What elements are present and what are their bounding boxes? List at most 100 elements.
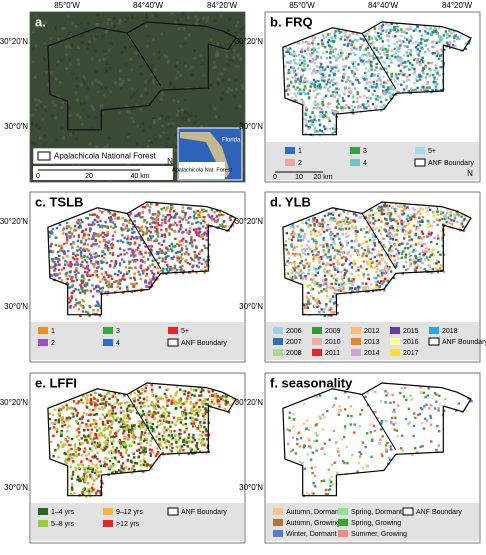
- burn-patch: [379, 275, 381, 277]
- burn-patch: [148, 414, 150, 416]
- burn-patch: [197, 414, 199, 416]
- burn-patch: [103, 240, 105, 242]
- burn-patch: [427, 28, 429, 30]
- burn-patch: [299, 253, 301, 255]
- burn-patch: [80, 240, 82, 242]
- burn-patch: [69, 261, 71, 263]
- burn-patch: [85, 454, 87, 456]
- burn-patch: [71, 438, 73, 440]
- satellite-texture: [160, 98, 163, 101]
- burn-patch: [177, 251, 179, 253]
- burn-patch: [311, 124, 313, 126]
- satellite-texture: [132, 120, 135, 123]
- satellite-texture: [199, 54, 202, 57]
- burn-patch: [140, 228, 142, 230]
- satellite-texture: [80, 103, 83, 106]
- burn-patch: [149, 452, 151, 454]
- burn-patch: [403, 54, 405, 56]
- burn-patch: [190, 402, 192, 404]
- burn-patch: [157, 210, 159, 212]
- legend-swatch: [390, 349, 400, 356]
- satellite-texture: [182, 12, 185, 15]
- satellite-texture: [82, 75, 85, 78]
- burn-patch: [405, 269, 407, 271]
- satellite-texture: [189, 114, 192, 117]
- burn-patch: [332, 263, 334, 265]
- burn-patch: [104, 247, 106, 249]
- burn-patch: [184, 431, 186, 433]
- burn-patch: [118, 403, 120, 405]
- lon-label: 84°20'W: [207, 1, 238, 10]
- burn-patch: [105, 444, 107, 446]
- burn-patch: [370, 209, 372, 211]
- panel-title: a.: [35, 14, 46, 29]
- burn-patch: [354, 66, 356, 68]
- burn-patch: [149, 223, 151, 225]
- burn-patch: [85, 426, 87, 428]
- burn-patch: [169, 426, 171, 428]
- burn-patch: [419, 260, 421, 262]
- burn-patch: [316, 306, 318, 308]
- burn-patch: [306, 80, 308, 82]
- burn-patch: [113, 393, 115, 395]
- burn-patch: [182, 390, 184, 392]
- burn-patch: [126, 273, 128, 275]
- satellite-texture: [206, 19, 209, 22]
- legend-swatch: [312, 327, 322, 334]
- satellite-texture: [162, 131, 165, 134]
- burn-patch: [325, 95, 327, 97]
- burn-patch: [431, 52, 433, 54]
- burn-patch: [97, 266, 99, 268]
- satellite-texture: [130, 68, 133, 71]
- burn-patch: [406, 39, 408, 41]
- burn-patch: [123, 249, 125, 251]
- satellite-texture: [43, 134, 46, 137]
- burn-patch: [95, 243, 97, 245]
- burn-patch: [72, 471, 74, 473]
- burn-patch: [202, 389, 204, 391]
- satellite-texture: [214, 20, 217, 23]
- burn-patch: [86, 256, 88, 258]
- burn-patch: [301, 68, 303, 70]
- burn-patch: [374, 244, 376, 246]
- burn-patch: [335, 65, 337, 67]
- burn-patch: [374, 256, 376, 258]
- lat-label: 30°0'N: [239, 122, 263, 131]
- burn-patch: [73, 306, 75, 308]
- burn-patch: [90, 394, 92, 396]
- burn-patch: [399, 243, 401, 245]
- burn-patch: [438, 219, 440, 221]
- burn-patch: [329, 259, 331, 261]
- burn-patch: [428, 231, 430, 233]
- burn-patch: [407, 260, 409, 262]
- satellite-texture: [32, 61, 35, 64]
- burn-patch: [89, 253, 91, 255]
- burn-patch: [323, 309, 325, 311]
- burn-patch: [136, 450, 138, 452]
- satellite-texture: [139, 108, 142, 111]
- satellite-texture: [209, 84, 212, 87]
- burn-patch: [122, 275, 124, 277]
- burn-patch: [399, 44, 401, 46]
- burn-patch: [287, 93, 289, 95]
- burn-patch: [299, 275, 301, 277]
- burn-patch: [99, 226, 101, 228]
- burn-patch: [378, 262, 380, 264]
- burn-patch: [80, 463, 82, 465]
- burn-patch: [96, 437, 98, 439]
- burn-patch: [192, 403, 194, 405]
- burn-patch: [124, 446, 126, 448]
- burn-patch: [196, 234, 198, 236]
- satellite-texture: [122, 80, 125, 83]
- burn-patch: [387, 79, 389, 81]
- burn-patch: [325, 290, 327, 292]
- burn-patch: [187, 412, 189, 414]
- burn-patch: [95, 305, 97, 307]
- burn-patch: [157, 400, 159, 402]
- burn-patch: [51, 260, 53, 262]
- burn-patch: [106, 441, 108, 443]
- burn-patch: [190, 236, 192, 238]
- burn-patch: [393, 255, 395, 257]
- burn-patch: [110, 216, 112, 218]
- burn-patch: [143, 464, 145, 466]
